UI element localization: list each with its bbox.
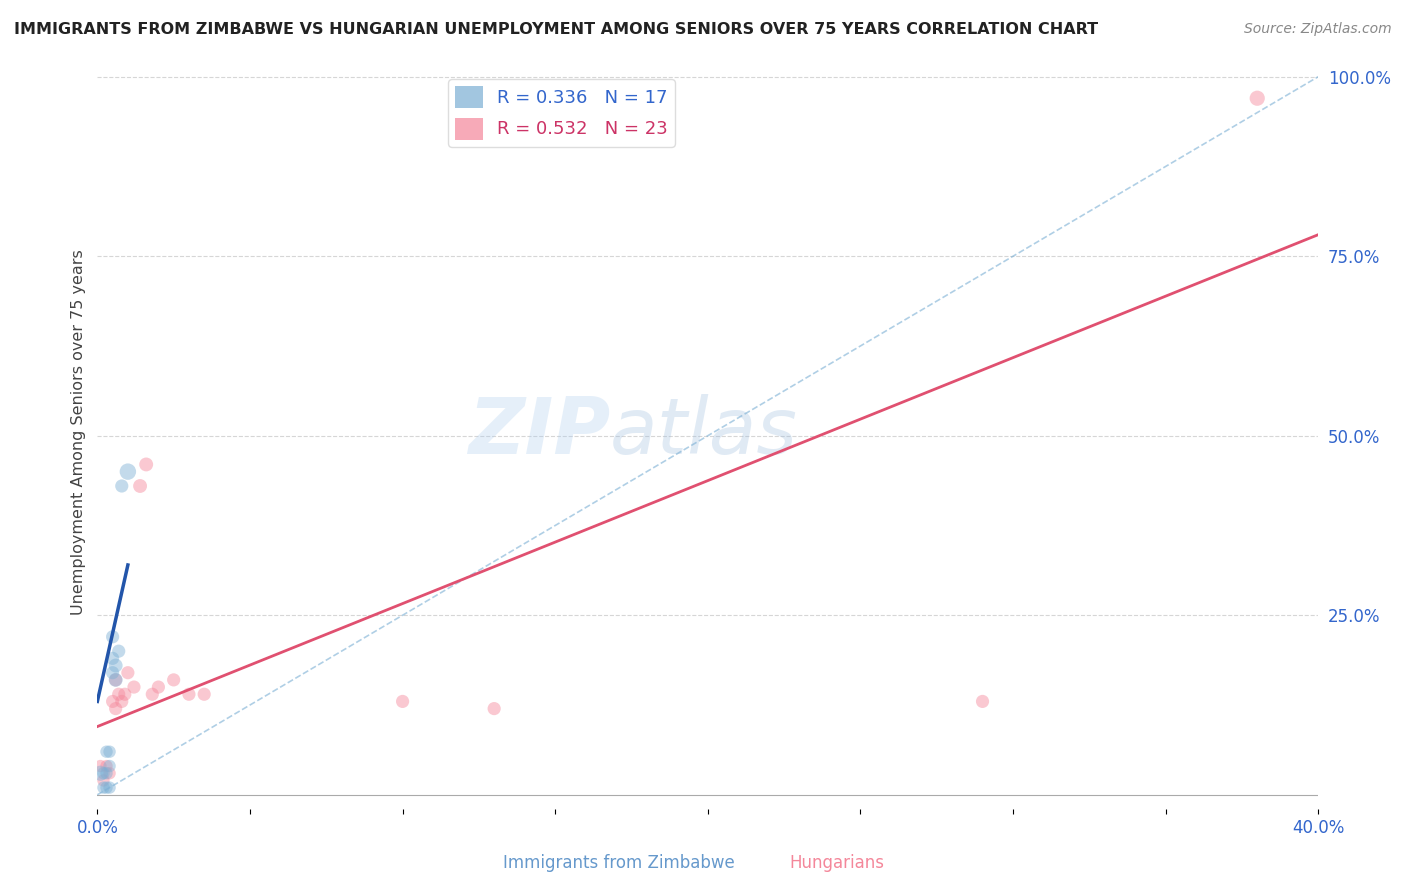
Point (107, 687, 129, 701)
Point (101, 694, 124, 708)
Point (129, 479, 152, 493)
Point (141, 687, 163, 701)
Point (117, 465, 139, 479)
Point (193, 687, 215, 701)
Point (117, 665, 139, 680)
Point (135, 458, 157, 472)
Y-axis label: Unemployment Among Seniors over 75 years: Unemployment Among Seniors over 75 years (72, 249, 86, 615)
Point (98, 780, 121, 795)
Point (96, 780, 118, 795)
Point (96, 759, 118, 773)
Text: ZIP: ZIP (468, 394, 610, 470)
Point (111, 479, 134, 493)
Point (93, 773, 115, 788)
Point (101, 665, 124, 680)
Point (107, 644, 129, 658)
Point (111, 694, 134, 708)
Point (104, 701, 127, 715)
Point (114, 687, 136, 701)
Point (101, 630, 124, 644)
Point (163, 673, 186, 687)
Text: Immigrants from Zimbabwe: Immigrants from Zimbabwe (503, 855, 734, 872)
Point (98, 745, 121, 759)
Text: Source: ZipAtlas.com: Source: ZipAtlas.com (1244, 22, 1392, 37)
Point (89, 766, 111, 780)
Point (104, 673, 127, 687)
Point (391, 694, 413, 708)
Point (122, 680, 145, 694)
Point (93, 766, 115, 780)
Point (972, 694, 994, 708)
Text: Hungarians: Hungarians (789, 855, 884, 872)
Point (98, 759, 121, 773)
Point (96, 766, 118, 780)
Point (148, 680, 170, 694)
Point (101, 651, 124, 665)
Point (104, 658, 127, 673)
Legend: R = 0.336   N = 17, R = 0.532   N = 23: R = 0.336 N = 17, R = 0.532 N = 23 (449, 79, 675, 147)
Text: IMMIGRANTS FROM ZIMBABWE VS HUNGARIAN UNEMPLOYMENT AMONG SENIORS OVER 75 YEARS C: IMMIGRANTS FROM ZIMBABWE VS HUNGARIAN UN… (14, 22, 1098, 37)
Point (89, 759, 111, 773)
Point (482, 701, 505, 715)
Point (96, 745, 118, 759)
Point (98, 766, 121, 780)
Text: atlas: atlas (610, 394, 799, 470)
Point (93, 780, 115, 795)
Point (104, 673, 127, 687)
Point (177, 687, 200, 701)
Point (1246, 91, 1268, 105)
